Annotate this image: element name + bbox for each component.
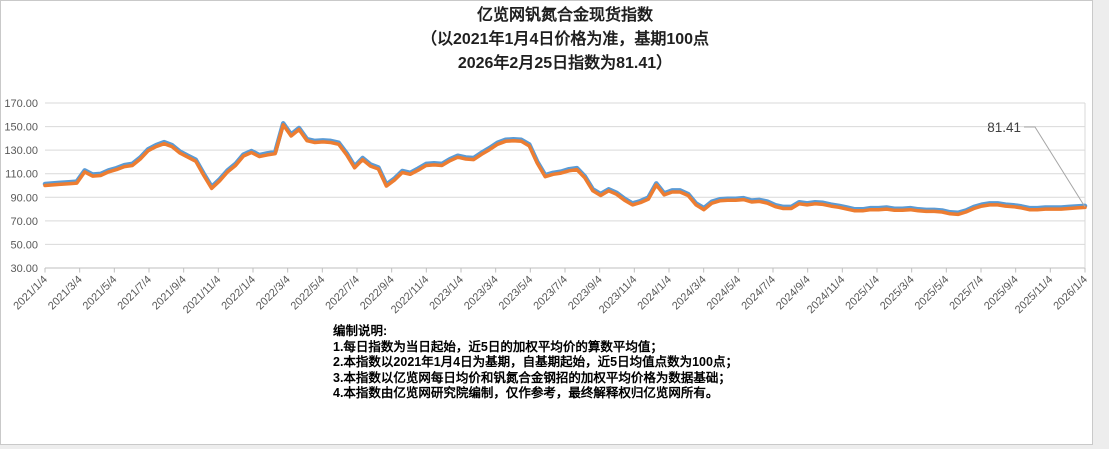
y-axis-tick-label: 110.00 <box>5 169 38 181</box>
chart-title-line1: 亿览网钒氮合金现货指数 <box>476 7 653 24</box>
x-axis-tick-label: 2022/11/4 <box>389 274 432 317</box>
x-axis-tick-label: 2025/7/4 <box>947 274 986 313</box>
y-axis-tick-label: 90.00 <box>10 192 38 204</box>
y-axis-tick-label: 70.00 <box>10 216 38 228</box>
x-axis-tick-label: 2023/11/4 <box>597 274 640 317</box>
x-axis-tick-label: 2021/7/4 <box>115 274 154 313</box>
callout-value-label: 81.41 <box>987 120 1021 135</box>
x-axis-tick-label: 2024/7/4 <box>739 274 778 313</box>
x-axis-tick-label: 2024/11/4 <box>805 274 848 317</box>
x-axis-tick-label: 2025/11/4 <box>1013 274 1056 317</box>
chart-title-line2: （以2021年1月4日价格为准，基期100点 <box>420 31 710 48</box>
x-axis-tick-label: 2025/5/4 <box>913 274 952 313</box>
x-axis-tick-label: 2023/3/4 <box>462 274 501 313</box>
notes-item-2: 2.本指数以2021年1月4日为基期，自基期起始，近5日均值点数为100点； <box>333 355 738 369</box>
y-axis-tick-label: 170.00 <box>4 98 38 110</box>
notes-heading: 编制说明: <box>333 324 388 338</box>
x-axis-tick-label: 2021/3/4 <box>46 274 85 313</box>
x-axis-tick-label: 2021/11/4 <box>181 274 224 317</box>
x-axis-tick-label: 2024/5/4 <box>705 274 744 313</box>
y-axis-tick-label: 150.00 <box>4 122 38 134</box>
x-axis-labels: 2021/1/42021/3/42021/5/42021/7/42021/9/4… <box>11 274 1090 317</box>
x-axis-tick-label: 2021/5/4 <box>81 274 120 313</box>
y-axis-tick-label: 130.00 <box>4 145 38 157</box>
series-line-orange <box>43 123 1087 217</box>
x-axis-tick-label: 2022/3/4 <box>254 274 293 313</box>
x-axis-tick-label: 2023/5/4 <box>497 274 536 313</box>
y-axis-tick-label: 30.00 <box>10 263 38 275</box>
x-axis-tick-label: 2022/7/4 <box>323 274 362 313</box>
gridlines <box>45 102 1086 269</box>
callout-line <box>1024 126 1086 208</box>
x-axis-tick-label: 2024/3/4 <box>670 274 709 313</box>
x-axis-tick-label: 2024/1/4 <box>635 274 674 313</box>
x-axis-tick-label: 2021/1/4 <box>11 274 50 313</box>
x-axis-ticks <box>44 268 1086 273</box>
x-axis-tick-label: 2025/3/4 <box>878 274 917 313</box>
y-axis-tick-label: 50.00 <box>10 239 38 251</box>
x-axis-tick-label: 2022/1/4 <box>219 274 258 313</box>
notes-item-4: 4.本指数由亿览网研究院编制，仅作参考，最终解释权归亿览网所有。 <box>333 386 719 400</box>
callout: 81.41 <box>987 120 1086 208</box>
compilation-notes: 编制说明: 1.每日指数为当日起始，近5日的加权平均价的算数平均值； 2.本指数… <box>333 324 738 402</box>
chart-title-line3: 2026年2月25日指数为81.41） <box>457 55 673 72</box>
chart-area-background <box>0 0 1093 445</box>
x-axis-tick-label: 2023/7/4 <box>531 274 570 313</box>
y-axis-labels: 170.00 150.00 130.00 110.00 90.00 70.00 50.00 3… <box>4 98 38 275</box>
x-axis-tick-label: 2025/1/4 <box>843 274 882 313</box>
x-axis-tick-label: 2023/1/4 <box>427 274 466 313</box>
x-axis-tick-label: 2022/5/4 <box>289 274 328 313</box>
series-lines <box>42 121 1088 217</box>
x-axis-tick-label: 2026/1/4 <box>1051 274 1090 313</box>
notes-item-1: 1.每日指数为当日起始，近5日的加权平均价的算数平均值； <box>333 339 663 354</box>
chart-title: 亿览网钒氮合金现货指数 （以2021年1月4日价格为准，基期100点 2026年… <box>165 4 965 76</box>
notes-item-3: 3.本指数以亿览网每日均价和钒氮合金钢招的加权平均价格为数据基础； <box>333 370 731 385</box>
